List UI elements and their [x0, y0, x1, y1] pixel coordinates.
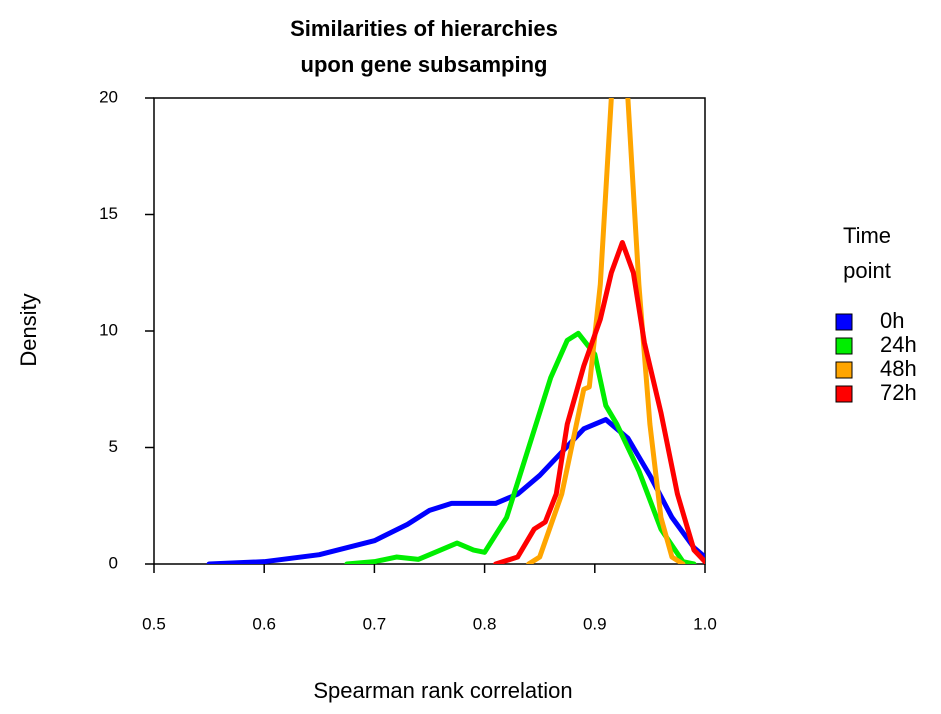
- x-tick-label: 1.0: [693, 614, 717, 633]
- x-tick-label: 0.8: [473, 614, 497, 633]
- legend-label: 0h: [880, 308, 904, 333]
- density-line: [493, 239, 705, 564]
- legend-swatch: [835, 385, 853, 403]
- density-line: [344, 330, 697, 564]
- legend-label: 48h: [880, 356, 917, 381]
- x-tick-label: 0.6: [252, 614, 276, 633]
- density-line: [526, 98, 686, 564]
- plot-area: [206, 98, 705, 564]
- x-tick-label: 0.9: [583, 614, 607, 633]
- legend-label: 24h: [880, 332, 917, 357]
- legend-swatch: [835, 313, 853, 331]
- y-tick-label: 10: [99, 320, 118, 339]
- y-tick-label: 5: [109, 437, 118, 456]
- y-tick-label: 15: [99, 204, 118, 223]
- legend-swatch: [835, 337, 853, 355]
- legend-title: point: [843, 258, 891, 283]
- density-line: [206, 417, 705, 564]
- legend-title: Time: [843, 223, 891, 248]
- x-tick-label: 0.7: [363, 614, 387, 633]
- plot-frame: [153, 97, 706, 565]
- x-axis-label: Spearman rank correlation: [313, 678, 572, 703]
- chart-title: upon gene subsamping: [301, 52, 548, 77]
- legend-swatch: [835, 361, 853, 379]
- chart-title: Similarities of hierarchies: [290, 16, 558, 41]
- x-tick-label: 0.5: [142, 614, 166, 633]
- y-axis-label: Density: [16, 293, 41, 366]
- y-tick-label: 0: [109, 553, 118, 572]
- y-tick-label: 20: [99, 87, 118, 106]
- legend-label: 72h: [880, 380, 917, 405]
